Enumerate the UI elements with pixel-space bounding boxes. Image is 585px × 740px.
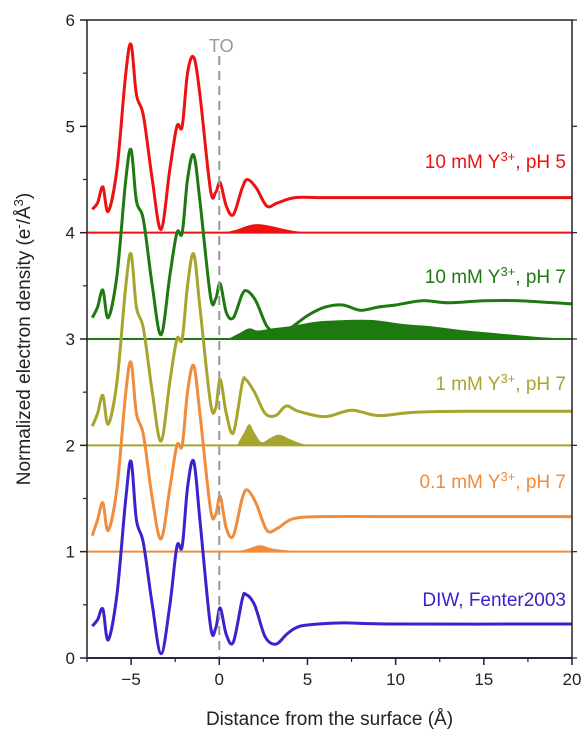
- y-tick-label: 2: [66, 436, 75, 455]
- series-label-sup: 3+: [500, 264, 515, 279]
- y-tick-label: 6: [66, 11, 75, 30]
- series-baselines: [87, 231, 572, 659]
- x-tick-label: 5: [303, 670, 312, 689]
- series-label-sup: 3+: [500, 149, 515, 164]
- series-curve: [90, 251, 573, 443]
- y-axis-title-sup1: -: [11, 224, 26, 228]
- series-difference-fill: [224, 224, 311, 233]
- y-axis-title: Normalized electron density (e-/Å3): [11, 193, 36, 485]
- x-axis-title: Distance from the surface (Å): [206, 709, 453, 730]
- x-tick-label: 0: [215, 670, 224, 689]
- series-label: 10 mM Y3+, pH 5: [425, 149, 566, 174]
- series-label-sup: 3+: [500, 371, 515, 386]
- y-tick-label: 1: [66, 543, 75, 562]
- y-axis-title-end: ): [14, 193, 35, 199]
- difference-fills: [224, 224, 572, 552]
- series-label-sup: 3+: [500, 469, 515, 484]
- series-label-main: 0.1 mM Y: [420, 472, 501, 493]
- series-difference-fill: [228, 319, 572, 339]
- series-label-tail: , pH 7: [515, 267, 566, 288]
- series-label-main: 1 mM Y: [435, 374, 500, 395]
- y-tick-label: 0: [66, 649, 75, 668]
- series-label: 0.1 mM Y3+, pH 7: [420, 469, 567, 494]
- series-difference-fill: [233, 545, 308, 552]
- x-tick-label: 15: [474, 670, 493, 689]
- series-label-tail: , pH 7: [515, 374, 566, 395]
- x-tick-label: −5: [121, 670, 140, 689]
- x-tick-label: 20: [563, 670, 582, 689]
- x-tick-label: 10: [386, 670, 405, 689]
- series-label-tail: , pH 7: [515, 472, 566, 493]
- y-tick-label: 3: [66, 330, 75, 349]
- y-tick-label: 5: [66, 117, 75, 136]
- series-curve: [91, 42, 572, 232]
- series-label: 1 mM Y3+, pH 7: [435, 371, 566, 396]
- y-axis-title-sup2: 3: [11, 199, 26, 206]
- series-label: DIW, Fenter2003: [422, 590, 566, 611]
- series-curve: [90, 360, 572, 541]
- y-axis-title-mid: /Å: [14, 206, 35, 224]
- y-axis-title-main: Normalized electron density (e: [14, 229, 35, 486]
- series-label-tail: , pH 5: [515, 152, 566, 173]
- y-axis-ticks: 0 1 2 3 4 5 6: [66, 11, 577, 668]
- series-curves: [90, 42, 573, 656]
- x-axis-ticks: −5 0 5 10 15 20: [86, 658, 582, 689]
- series-label: 10 mM Y3+, pH 7: [425, 264, 566, 289]
- series-label-main: 10 mM Y: [425, 152, 501, 173]
- series-curve: [91, 458, 573, 656]
- y-tick-label: 4: [66, 224, 75, 243]
- termination-plane-label: TO: [209, 36, 234, 56]
- series-label-main: DIW, Fenter2003: [422, 590, 566, 611]
- series-difference-fill: [236, 424, 311, 446]
- series-label-main: 10 mM Y: [425, 267, 501, 288]
